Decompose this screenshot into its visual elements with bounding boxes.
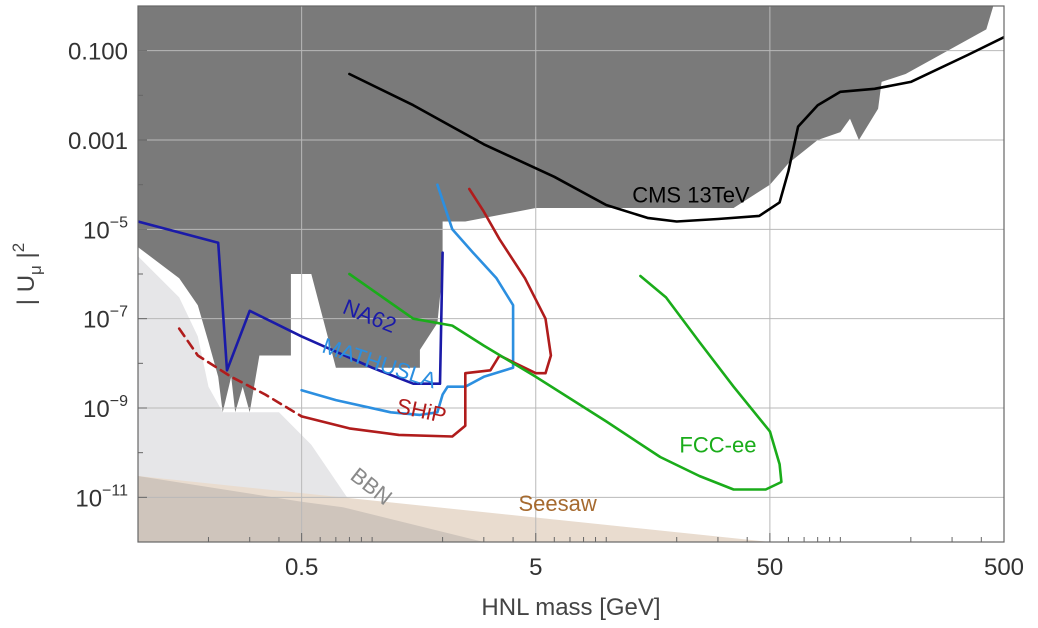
y-tick-label: 10−9 (83, 393, 128, 423)
series-na62 (138, 220, 444, 386)
series-ship-dashed (177, 327, 303, 418)
y-tick-label: 0.001 (68, 128, 128, 155)
x-tick-label: 500 (984, 554, 1024, 581)
y-tick-label: 10−5 (83, 214, 128, 244)
curves (138, 35, 1004, 491)
x-axis-title: HNL mass [GeV] (481, 594, 660, 621)
y-axis-title: | Uμ |2 (9, 243, 45, 305)
label-cms-13tev: CMS 13TeV (632, 182, 750, 207)
axis-ticks: 0.5 5 50 500 0.100 0.001 10−5 10−7 10−9 10−11 (68, 5, 1024, 581)
grid (138, 6, 1005, 542)
series-cms-13tev (348, 35, 1004, 223)
label-fcc-ee: FCC-ee (679, 433, 756, 458)
region-excluded (138, 6, 994, 413)
series-ship (300, 187, 553, 438)
region-seesaw-bbn-overlap (138, 476, 484, 542)
x-tick-label: 5 (529, 554, 542, 581)
shaded-regions (138, 6, 994, 542)
x-tick-label: 0.5 (285, 554, 318, 581)
series-fcc-ee (348, 272, 783, 491)
region-bbn (138, 256, 484, 542)
label-seesaw: Seesaw (518, 491, 596, 516)
y-tick-label: 10−7 (83, 304, 128, 334)
x-tick-label: 50 (757, 554, 784, 581)
y-tick-label: 0.100 (68, 39, 128, 66)
y-tick-label: 10−11 (75, 482, 128, 512)
